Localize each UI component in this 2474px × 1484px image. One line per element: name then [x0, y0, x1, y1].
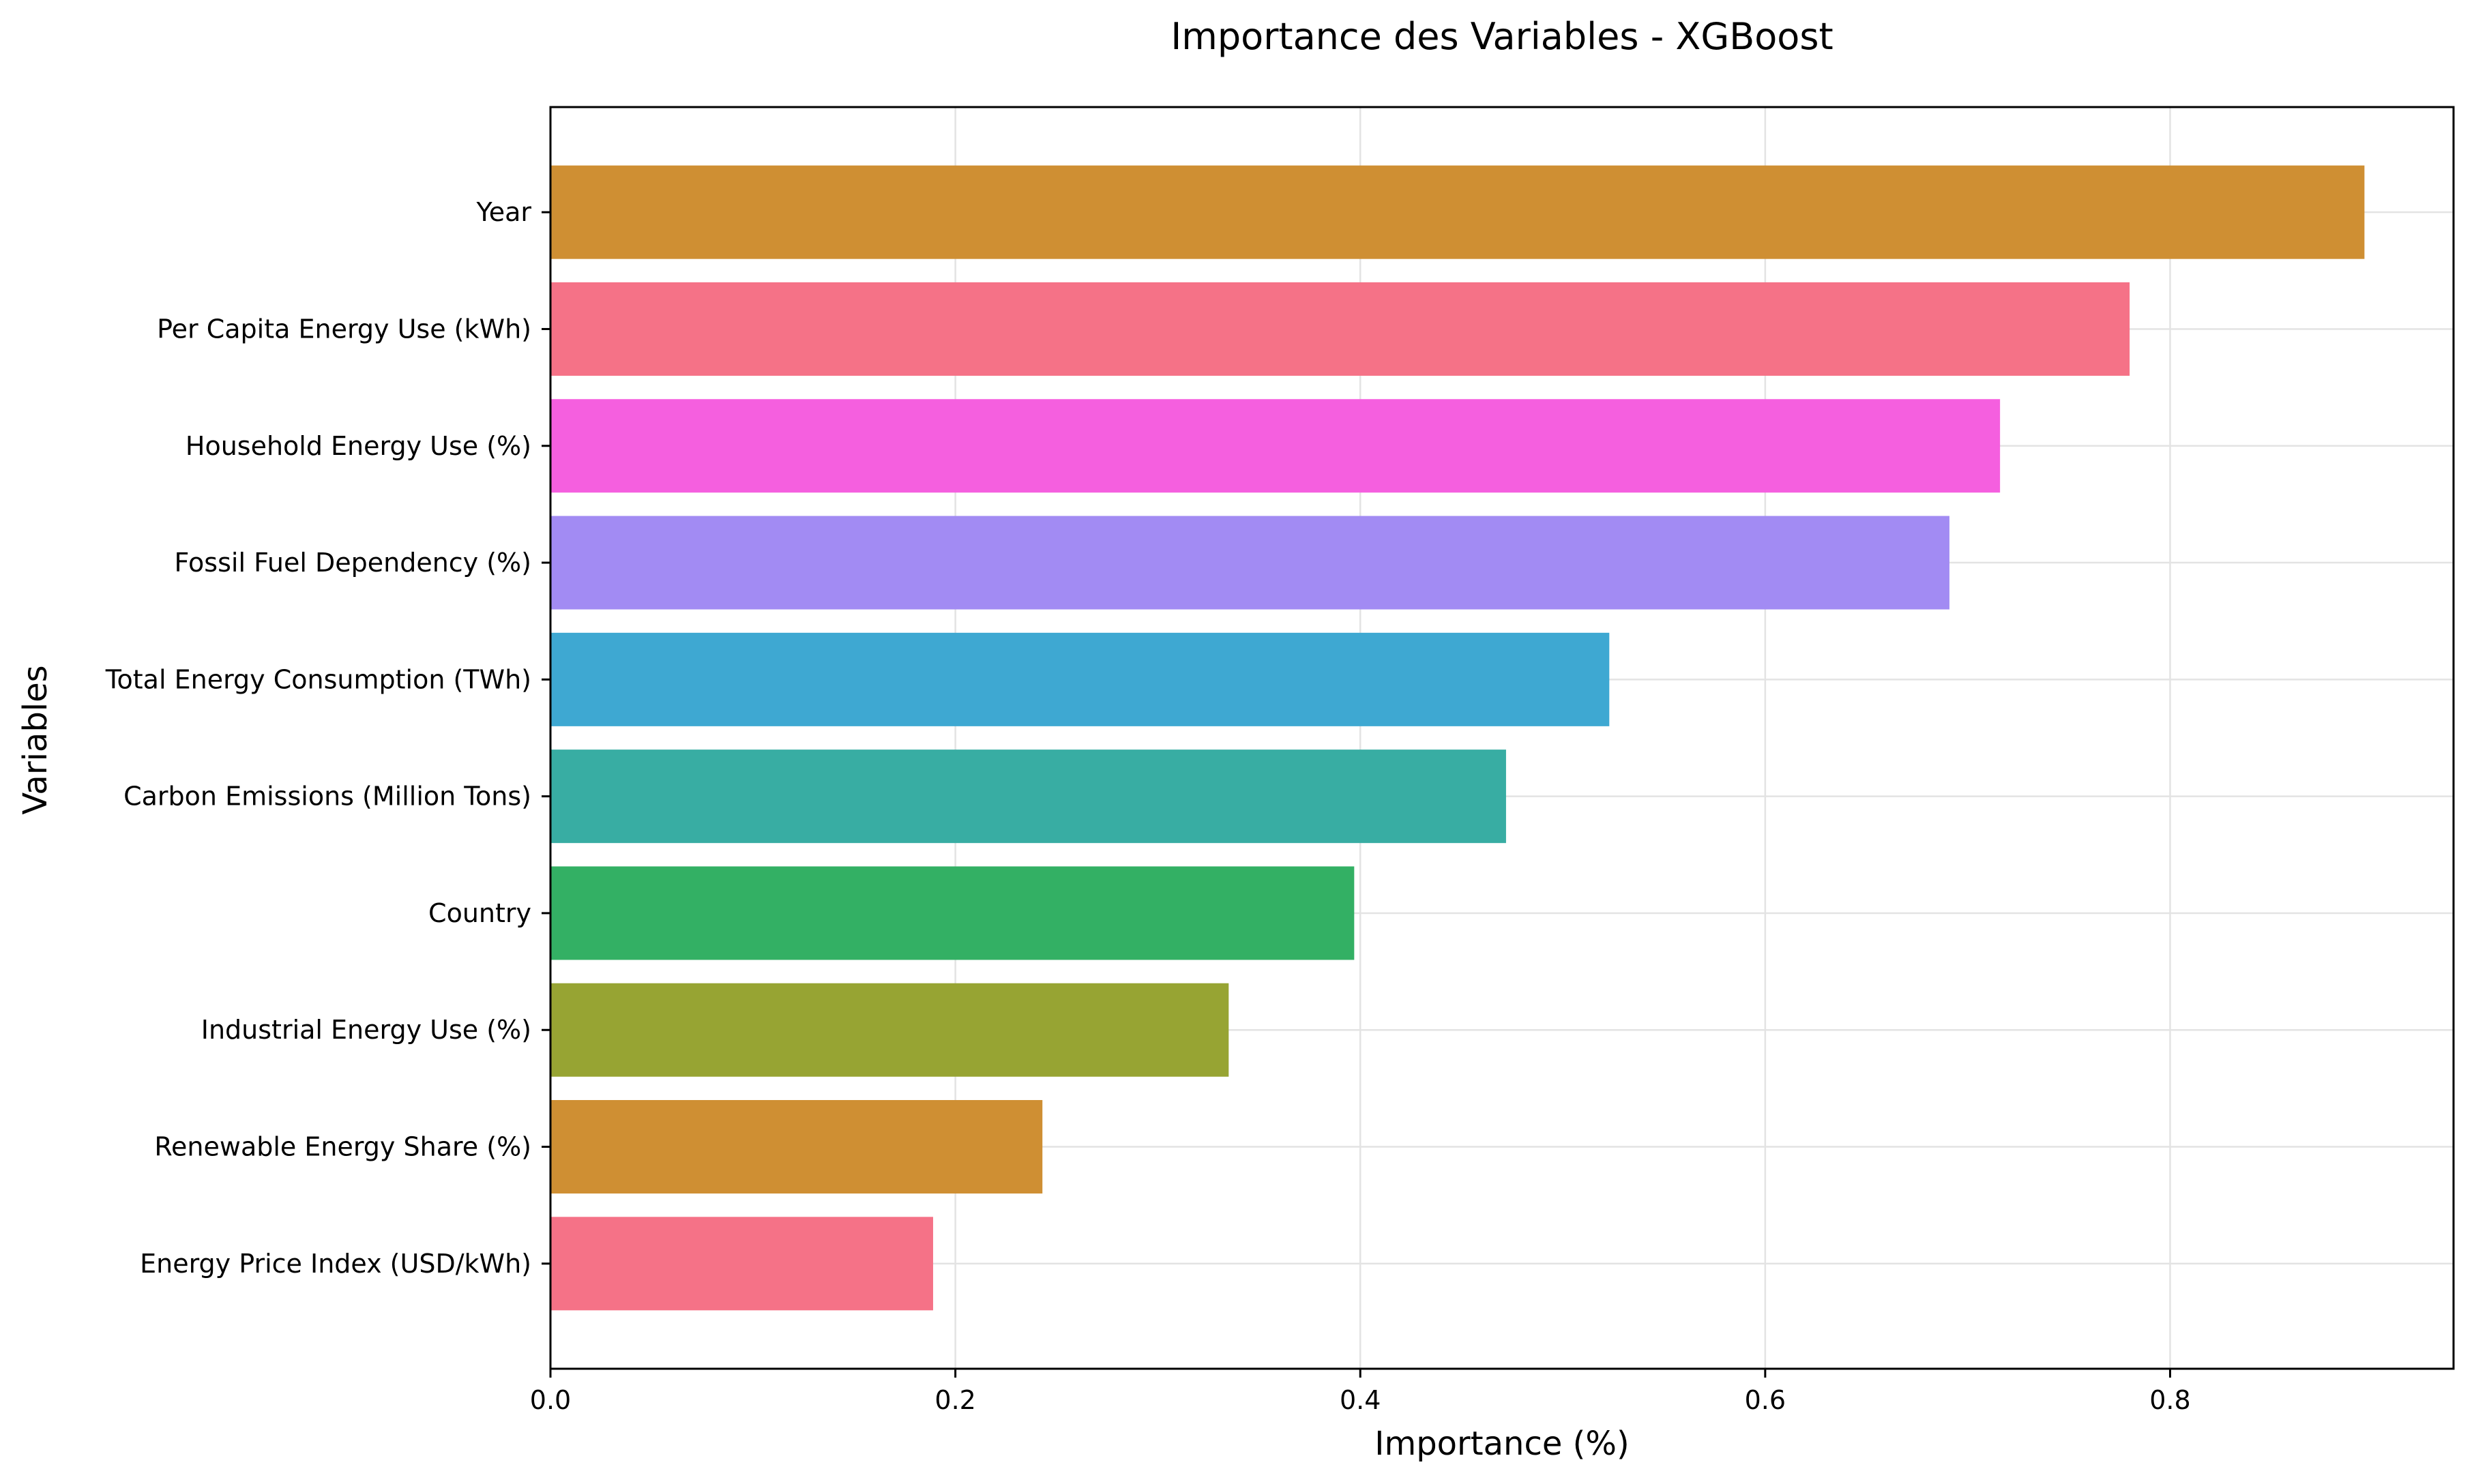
bar [550, 632, 1610, 726]
x-axis-ticks: 0.0 0.2 0.4 0.6 0.8 [530, 1369, 2191, 1415]
chart-title: Importance des Variables - XGBoost [1170, 15, 1833, 58]
x-tick-label: 0.0 [530, 1385, 571, 1415]
y-tick-label: Household Energy Use (%) [186, 431, 531, 461]
bar [550, 165, 2365, 259]
x-axis-label: Importance (%) [1374, 1425, 1629, 1463]
bar [550, 983, 1229, 1077]
y-tick-label: Renewable Energy Share (%) [154, 1132, 531, 1162]
bar [550, 1100, 1043, 1194]
bars [550, 165, 2365, 1311]
y-tick-label: Energy Price Index (USD/kWh) [140, 1249, 531, 1279]
x-tick-label: 0.8 [2149, 1385, 2190, 1415]
x-tick-label: 0.6 [1745, 1385, 1786, 1415]
plot-frame [549, 106, 2455, 1370]
y-tick-label: Year [476, 197, 532, 227]
bar [550, 1217, 933, 1311]
x-tick-label: 0.2 [934, 1385, 975, 1415]
y-axis-ticks: Year Per Capita Energy Use (kWh) Household… [105, 197, 550, 1279]
y-tick-label: Country [428, 898, 531, 928]
y-tick-label: Industrial Energy Use (%) [201, 1015, 531, 1045]
x-tick-label: 0.4 [1340, 1385, 1381, 1415]
bar [550, 866, 1355, 960]
bar [550, 282, 2130, 376]
y-axis-label: Variables [16, 665, 55, 814]
y-tick-label: Carbon Emissions (Million Tons) [123, 782, 531, 812]
bar [550, 750, 1506, 844]
bar [550, 516, 1949, 610]
y-tick-label: Total Energy Consumption (TWh) [105, 664, 531, 694]
y-tick-label: Fossil Fuel Dependency (%) [175, 548, 531, 578]
y-tick-label: Per Capita Energy Use (kWh) [157, 314, 531, 344]
bar [550, 399, 2001, 493]
